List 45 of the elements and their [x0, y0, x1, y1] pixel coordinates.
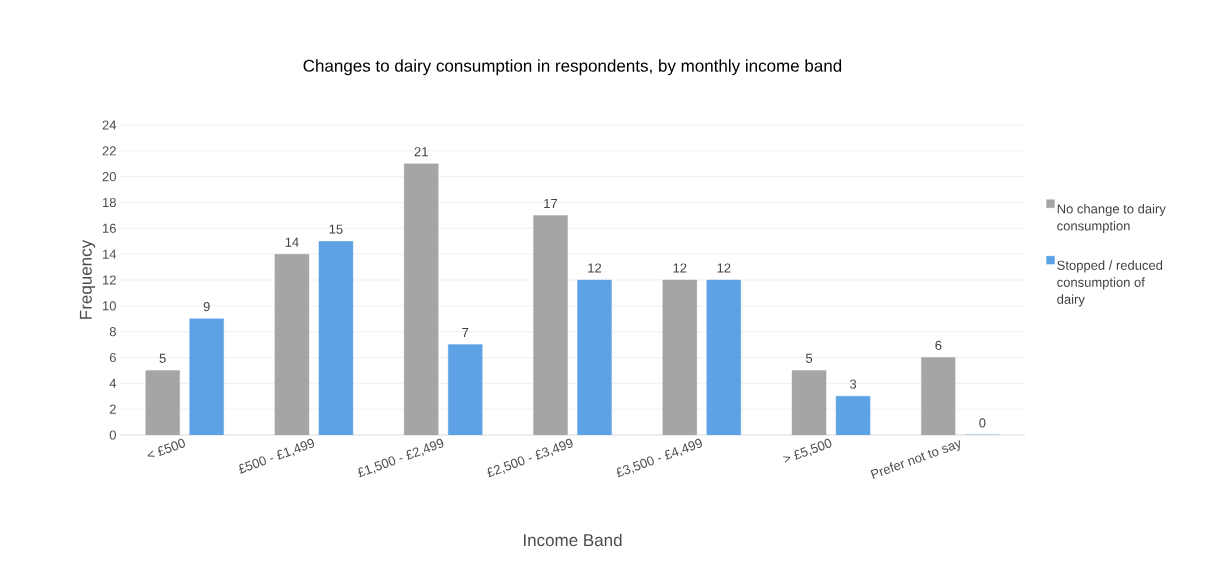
- y-tick-label: 12: [103, 275, 116, 285]
- data-label: 12: [588, 263, 602, 273]
- bar: [448, 344, 483, 435]
- y-tick-label: 20: [102, 172, 116, 182]
- y-tick-label: 0: [109, 430, 116, 440]
- data-label: 15: [329, 224, 343, 234]
- x-tick-label: < £500: [147, 438, 185, 457]
- bar: [577, 279, 612, 435]
- bar: [318, 241, 354, 435]
- x-tick-label: £2,500 - £3,499: [487, 438, 573, 478]
- data-label: 9: [203, 302, 210, 312]
- x-axis-title: Income Band: [523, 533, 622, 547]
- y-tick-label: 6: [109, 352, 116, 363]
- data-label: 6: [935, 340, 942, 350]
- y-tick-label: 4: [109, 378, 117, 388]
- y-tick-label: 22: [102, 146, 116, 156]
- y-tick-label: 10: [103, 301, 116, 311]
- y-tick-label: 16: [103, 223, 116, 233]
- x-tick-label: £3,500 - £4,499: [616, 438, 702, 478]
- x-tick-label: £500 - £1,499: [239, 438, 315, 474]
- x-tick-label: Prefer not to say: [870, 440, 960, 479]
- data-label: 21: [414, 147, 428, 157]
- bar: [835, 396, 871, 435]
- y-tick-label: 14: [103, 249, 117, 259]
- data-label: 12: [673, 263, 687, 273]
- data-label: 14: [285, 237, 299, 247]
- data-label: 7: [462, 328, 469, 338]
- data-label: 3: [849, 379, 857, 389]
- x-tick-label: £1,500 - £2,499: [358, 438, 444, 478]
- y-axis-title: Frequency: [79, 239, 96, 319]
- data-label: 17: [544, 198, 558, 208]
- legend-label: No change to dairy consumption: [1057, 203, 1166, 234]
- bar: [706, 279, 741, 435]
- legend-label: Stopped / reduced consumption of dairy: [1057, 260, 1163, 307]
- y-tick-label: 24: [102, 120, 117, 130]
- y-tick-label: 8: [109, 327, 116, 337]
- data-label: 0: [979, 418, 986, 428]
- data-label: 5: [805, 353, 813, 363]
- bar: [189, 318, 224, 435]
- x-tick-label: > £5,500: [782, 438, 832, 463]
- chart-title: Changes to dairy consumption in respondents, by monthly income band: [303, 59, 842, 76]
- data-label: 12: [717, 263, 731, 273]
- y-tick-label: 18: [103, 197, 116, 208]
- y-tick-label: 2: [109, 404, 116, 414]
- data-label: 5: [159, 353, 166, 363]
